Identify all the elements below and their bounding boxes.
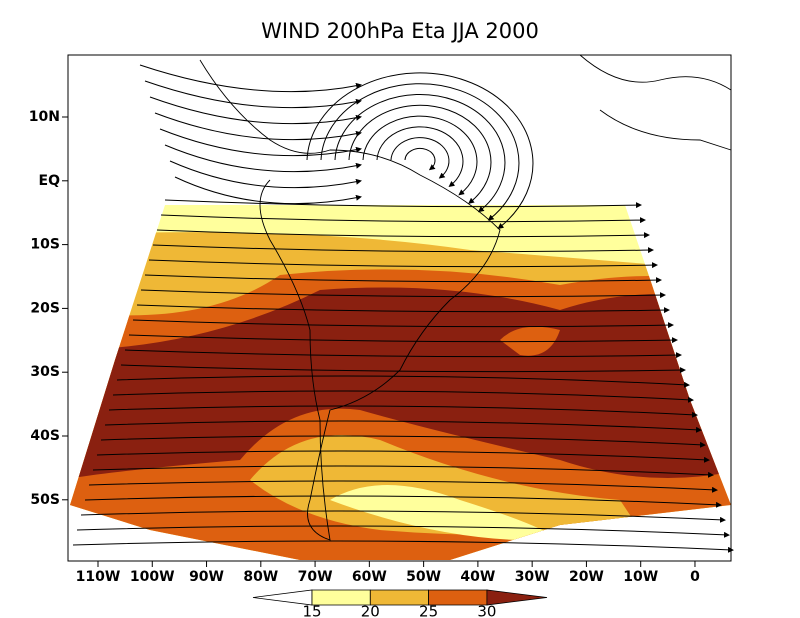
streamline — [306, 72, 534, 230]
streamline — [104, 420, 702, 433]
colorbar: 15 20 25 30 — [252, 589, 548, 618]
streamline — [174, 176, 362, 205]
streamline — [149, 96, 362, 125]
shade-15-20 — [330, 485, 560, 541]
lat-label: 40S — [30, 428, 60, 444]
colorbar-label: 30 — [477, 603, 496, 618]
streamline — [128, 334, 678, 344]
streamline — [144, 80, 362, 109]
lat-axis: 10N EQ 10S 20S 30S 40S 50S — [29, 109, 68, 508]
streamline — [120, 364, 686, 374]
colorbar-label: 20 — [361, 603, 380, 618]
streamline — [92, 465, 714, 478]
streamline — [124, 349, 682, 359]
lon-label: 30W — [515, 569, 550, 585]
lon-label: 40W — [460, 569, 495, 585]
streamline — [376, 126, 464, 188]
lon-axis: 110W 100W 90W 80W 70W 60W 50W 40W 30W 20W 10W 0 — [76, 561, 700, 585]
streamline — [136, 304, 670, 314]
lat-label: 20S — [30, 300, 60, 316]
streamline — [140, 289, 666, 299]
colorbar-label: 25 — [419, 603, 438, 618]
streamline — [362, 115, 478, 196]
streamline — [139, 64, 362, 93]
streamline — [334, 94, 506, 213]
lat-label: 50S — [30, 492, 60, 508]
streamline — [100, 435, 706, 448]
colorbar-swatch — [486, 589, 548, 606]
lon-label: 10W — [623, 569, 658, 585]
lon-label: 70W — [298, 569, 333, 585]
lon-label: 60W — [352, 569, 387, 585]
lat-label: EQ — [39, 173, 61, 189]
colorbar-label: 15 — [302, 603, 321, 618]
streamlines — [72, 64, 734, 553]
lat-label: 10N — [29, 109, 60, 125]
lat-label: 10S — [30, 237, 60, 253]
streamline — [132, 319, 674, 329]
lon-label: 110W — [76, 569, 121, 585]
streamline — [164, 144, 362, 173]
wind-shading — [70, 205, 731, 560]
lat-label: 30S — [30, 364, 60, 380]
lon-label: 50W — [406, 569, 441, 585]
streamline — [148, 259, 658, 269]
lon-label: 90W — [189, 569, 224, 585]
lon-label: 20W — [569, 569, 604, 585]
streamline — [160, 214, 646, 224]
shade-30-plus — [70, 287, 731, 480]
streamline — [96, 450, 710, 463]
streamline — [164, 199, 642, 209]
streamline — [116, 375, 690, 388]
streamline — [108, 405, 698, 418]
lon-label: 80W — [243, 569, 278, 585]
streamline — [159, 128, 362, 157]
lon-label: 100W — [130, 569, 175, 585]
streamline — [88, 480, 718, 493]
streamline — [76, 525, 730, 538]
lon-label: 0 — [690, 569, 700, 585]
shade-20-25 — [250, 435, 640, 535]
streamline — [320, 83, 520, 221]
streamline — [152, 244, 654, 254]
streamline — [84, 495, 722, 508]
streamline — [144, 274, 662, 284]
streamline — [390, 137, 450, 179]
map-title: WIND 200hPa Eta JJA 2000 — [261, 19, 539, 43]
streamline — [112, 390, 694, 403]
streamline — [80, 510, 726, 523]
streamline — [72, 540, 734, 553]
streamline — [156, 229, 650, 239]
streamline — [348, 104, 492, 204]
streamline — [404, 147, 436, 171]
streamline — [154, 112, 362, 141]
streamline — [169, 160, 362, 189]
